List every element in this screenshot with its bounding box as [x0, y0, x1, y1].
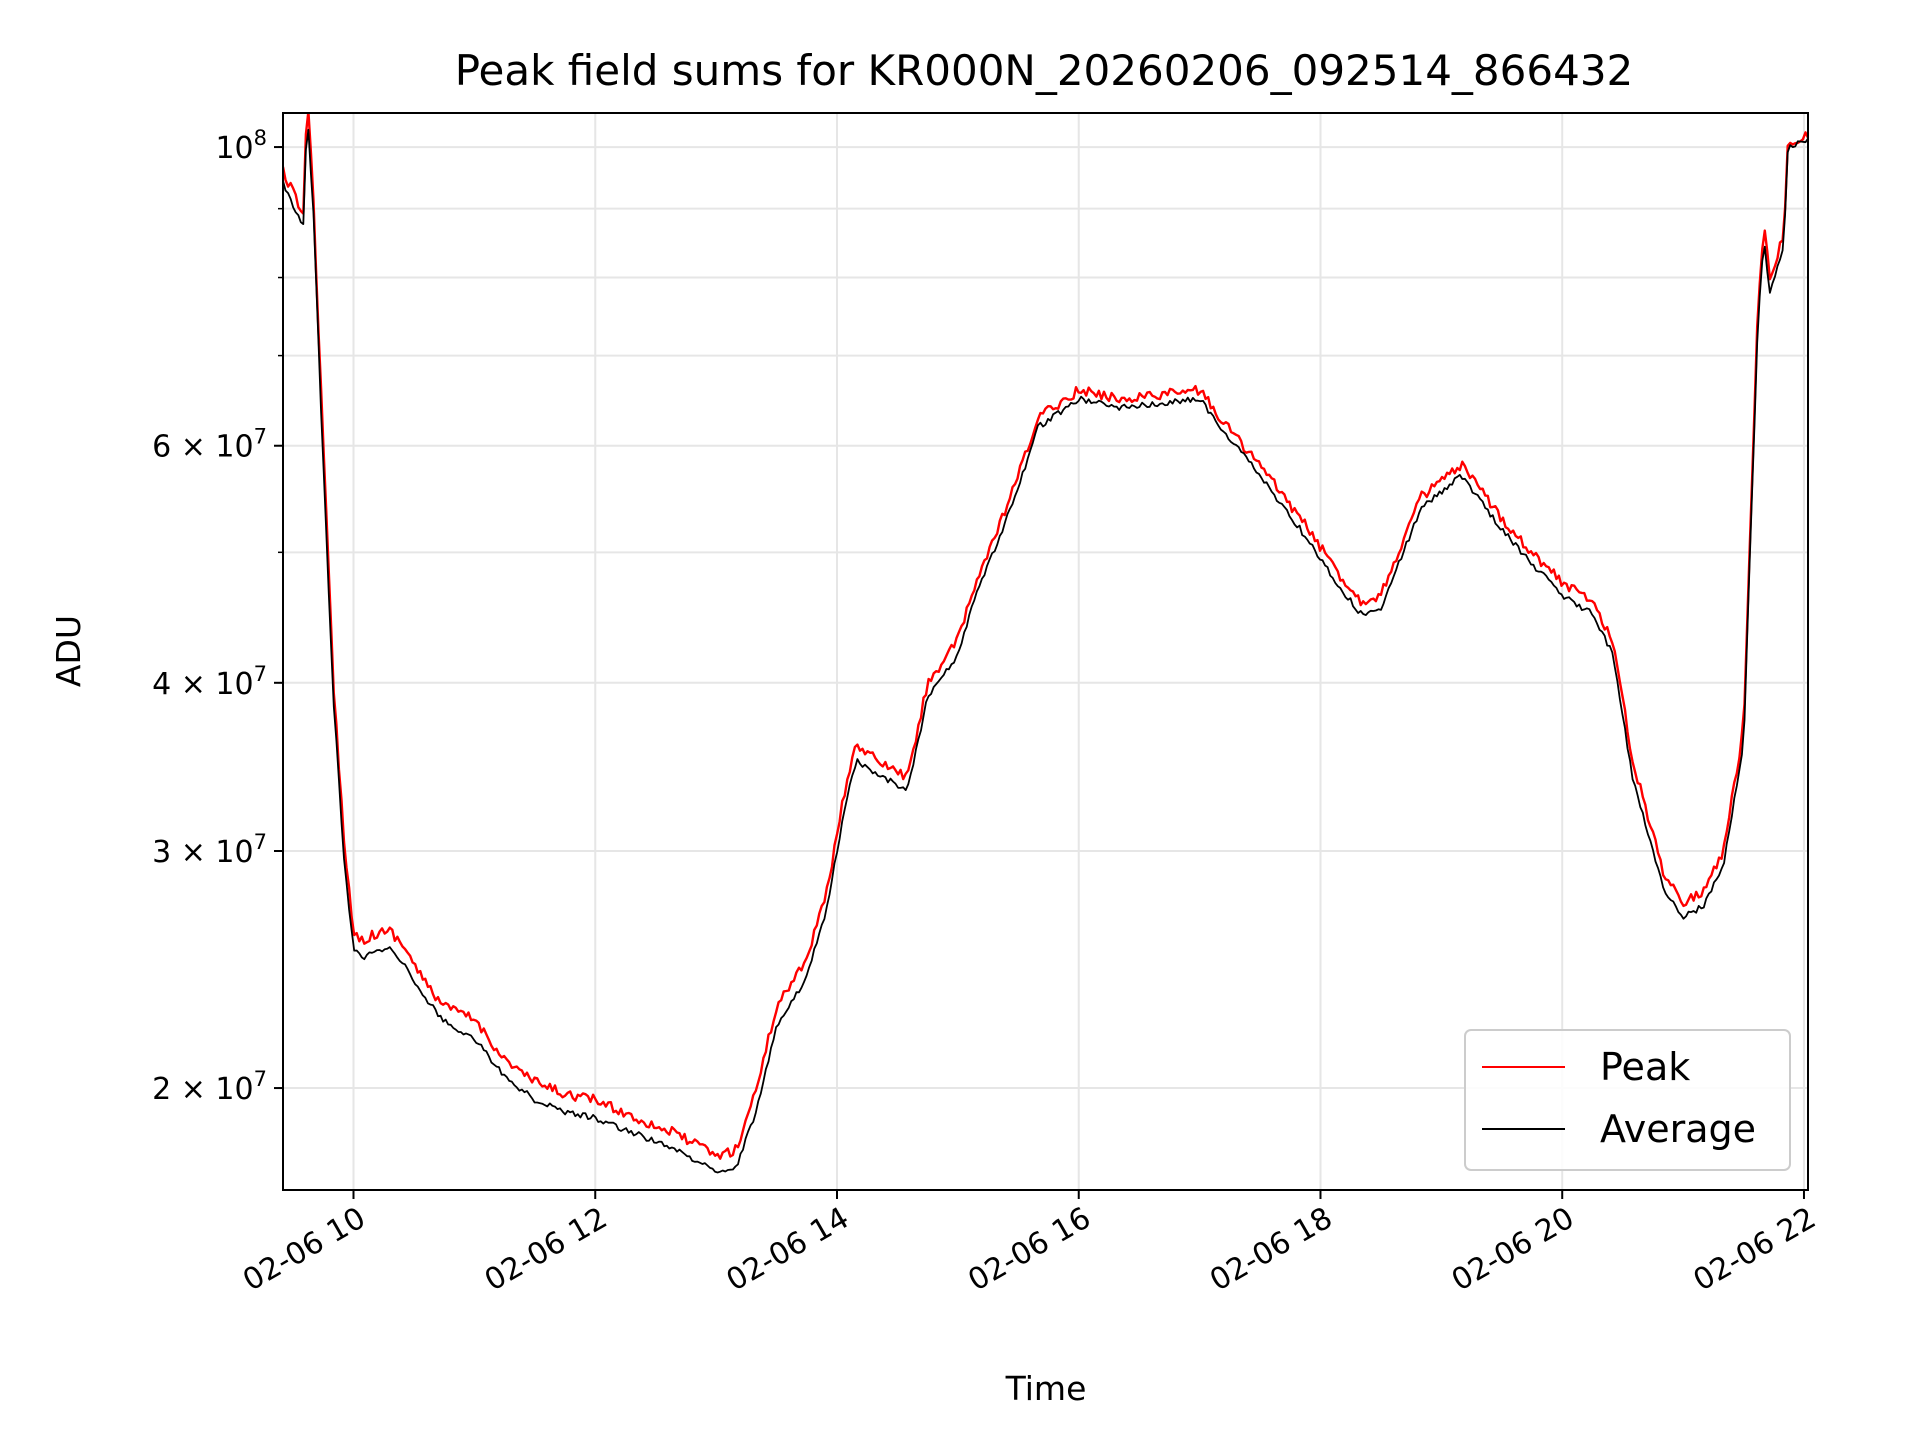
series-line-average: [283, 128, 1808, 1174]
y-tick-label: 3 × 107: [152, 830, 267, 870]
grid: [283, 113, 1808, 1190]
x-axis-label: Time: [1005, 1369, 1087, 1408]
y-tick-label: 6 × 107: [152, 425, 267, 465]
y-tick-label: 108: [215, 126, 267, 166]
y-tick-label: 2 × 107: [152, 1067, 267, 1107]
y-tick-label: 4 × 107: [152, 662, 267, 702]
series-group: [283, 113, 1808, 1174]
plot-frame: [282, 112, 1809, 1191]
legend-label-peak: Peak: [1600, 1045, 1690, 1089]
legend-label-average: Average: [1600, 1107, 1756, 1151]
series-line-peak: [283, 113, 1808, 1160]
legend: Peak Average: [1464, 1029, 1791, 1171]
chart-title: Peak field sums for KR000N_20260206_0925…: [455, 46, 1634, 95]
y-axis-label: ADU: [49, 615, 88, 687]
legend-box: [1464, 1029, 1791, 1171]
